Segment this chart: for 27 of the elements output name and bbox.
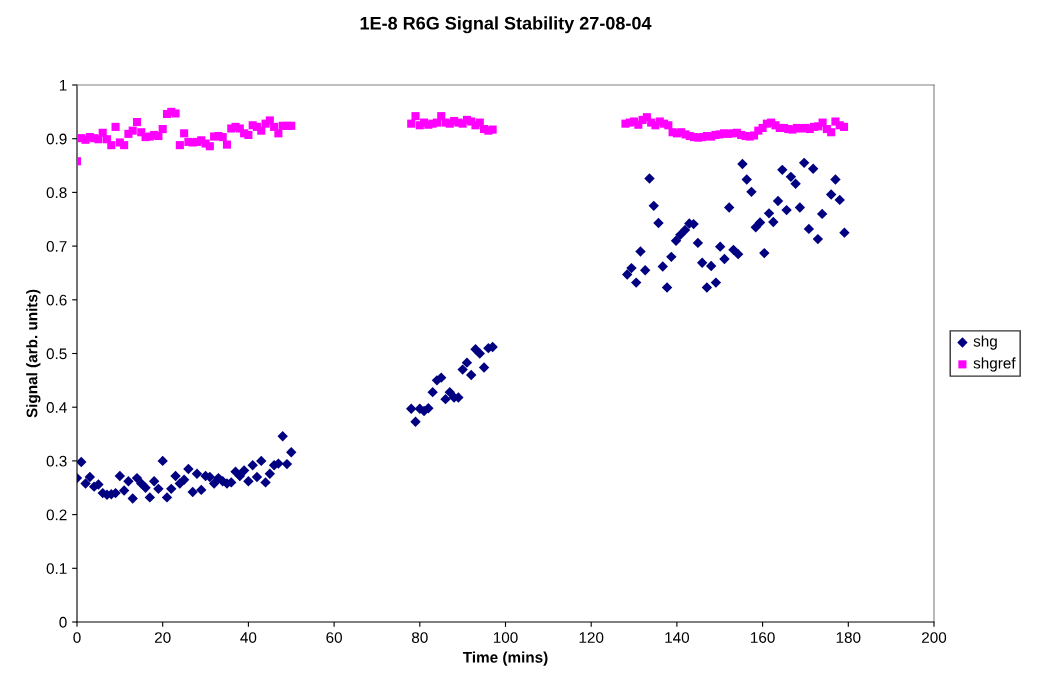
legend-label: shg: [973, 335, 997, 350]
x-tick-label: 120: [579, 632, 604, 643]
y-tick-label: 0.7: [46, 240, 67, 252]
x-tick-label: 100: [493, 632, 518, 643]
y-tick-label: 0: [59, 616, 67, 628]
x-tick-label: 80: [411, 632, 428, 643]
y-tick-label: 0.9: [46, 133, 67, 145]
y-axis-title: Signal (arb. units): [26, 289, 41, 418]
y-tick-label: 0.8: [46, 187, 67, 199]
x-tick-label: 40: [240, 632, 257, 643]
x-tick-label: 20: [154, 632, 171, 643]
x-tick-label: 180: [836, 632, 861, 643]
chart-title: 1E-8 R6G Signal Stability 27-08-04: [360, 16, 652, 34]
y-tick-label: 0.3: [46, 455, 67, 467]
x-tick-label: 0: [73, 632, 81, 643]
x-tick-label: 140: [665, 632, 690, 643]
y-tick-label: 0.6: [46, 294, 67, 306]
y-tick-label: 0.4: [46, 402, 67, 413]
y-tick-label: 0.5: [46, 348, 67, 360]
y-tick-label: 0.2: [46, 509, 67, 521]
x-tick-label: 160: [751, 632, 775, 643]
legend-label: shgref: [973, 357, 1016, 372]
y-tick-label: 1: [59, 80, 67, 91]
x-tick-label: 60: [326, 632, 342, 643]
x-axis-title: Time (mins): [462, 651, 548, 666]
x-tick-label: 200: [922, 632, 947, 643]
y-tick-label: 0.1: [46, 563, 67, 574]
